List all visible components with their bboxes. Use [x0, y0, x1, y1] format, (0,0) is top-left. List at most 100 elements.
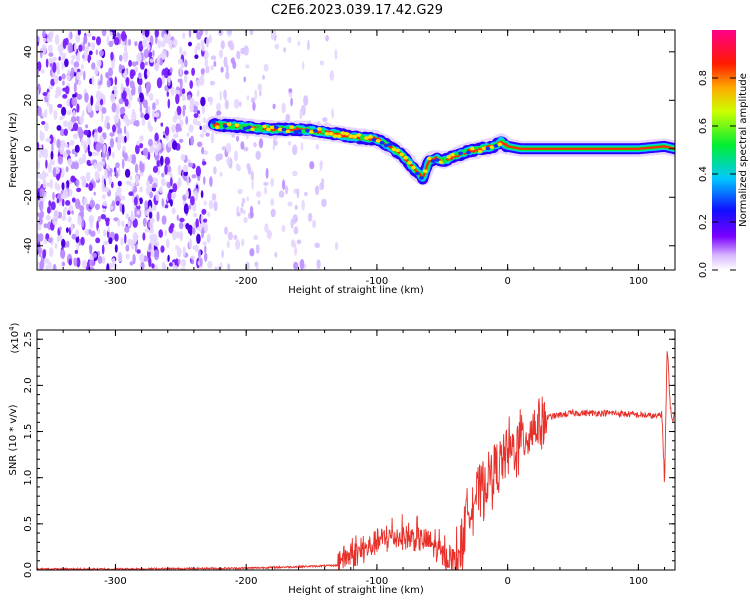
ridge-speckle: [218, 124, 224, 128]
noise-blob: [170, 86, 175, 96]
noise-blob: [167, 98, 171, 109]
ridge-speckle: [383, 143, 389, 148]
noise-blob: [178, 221, 184, 230]
ridge-speckle: [262, 124, 267, 129]
noise-blob: [136, 140, 140, 146]
noise-blob: [255, 266, 259, 270]
noise-blob: [154, 241, 160, 247]
noise-blob: [164, 204, 169, 209]
noise-blob: [37, 61, 42, 72]
noise-blob: [167, 254, 170, 262]
noise-blob: [257, 200, 261, 205]
noise-blob: [151, 263, 155, 269]
noise-blob: [272, 145, 276, 151]
noise-blob: [235, 239, 241, 251]
noise-blob: [58, 76, 62, 81]
noise-blob: [218, 49, 223, 59]
figure-title: C2E6.2023.039.17.42.G29: [271, 3, 443, 18]
noise-blob: [128, 59, 133, 67]
noise-blob: [204, 245, 207, 254]
noise-blob: [87, 54, 91, 64]
noise-blob: [111, 102, 117, 113]
noise-blob: [246, 95, 250, 101]
noise-blob: [108, 175, 112, 186]
noise-blob: [50, 160, 56, 166]
noise-blob: [301, 199, 306, 211]
noise-blob: [245, 64, 250, 69]
noise-blob: [124, 135, 127, 143]
noise-blob: [186, 174, 190, 186]
noise-blob: [180, 154, 186, 161]
noise-blob: [78, 79, 82, 86]
noise-blob: [241, 209, 246, 215]
noise-blob: [201, 146, 205, 155]
noise-blob: [134, 41, 138, 47]
noise-blob: [52, 166, 57, 178]
noise-blob: [220, 66, 224, 73]
noise-blob: [128, 93, 133, 102]
noise-blob: [51, 142, 54, 153]
noise-blob: [103, 229, 107, 237]
noise-blob: [186, 94, 192, 101]
noise-blob: [169, 67, 173, 73]
noise-blob: [132, 253, 136, 265]
noise-blob: [202, 117, 207, 124]
noise-blob: [176, 231, 180, 239]
noise-blob: [62, 151, 68, 158]
noise-blob: [166, 91, 170, 97]
noise-blob: [103, 240, 109, 246]
noise-blob: [43, 238, 48, 245]
noise-blob: [38, 233, 44, 242]
ridge-speckle: [254, 127, 259, 131]
noise-blob: [63, 207, 67, 219]
noise-blob: [117, 133, 123, 144]
noise-blob: [117, 218, 121, 227]
snr-ylabel: SNR (10 * v/v): [8, 404, 19, 475]
noise-blob: [64, 58, 69, 68]
noise-blob: [140, 261, 145, 270]
ridge-speckle: [434, 158, 440, 162]
noise-blob: [47, 206, 51, 214]
noise-blob: [45, 58, 49, 68]
noise-blob: [130, 69, 136, 77]
noise-blob: [129, 153, 132, 163]
ridge-speckle: [269, 125, 275, 130]
noise-blob: [294, 204, 298, 210]
noise-blob: [108, 67, 113, 77]
ridge-speckle: [466, 150, 471, 155]
noise-blob: [174, 110, 178, 116]
snr-series-line: [37, 351, 675, 570]
noise-blob: [93, 162, 97, 170]
noise-blob: [86, 159, 91, 166]
snr-xtick-label: -100: [366, 576, 389, 587]
noise-blob: [67, 216, 72, 223]
noise-blob: [73, 257, 78, 267]
ridge-speckle: [336, 134, 342, 138]
noise-blob: [70, 59, 74, 65]
noise-blob: [79, 70, 84, 76]
noise-blob: [177, 164, 182, 176]
noise-blob: [196, 31, 202, 40]
noise-blob: [151, 205, 157, 211]
noise-blob: [166, 181, 172, 189]
noise-blob: [134, 207, 138, 218]
ridge-speckle: [493, 144, 499, 148]
noise-blob: [128, 38, 131, 47]
noise-blob: [152, 49, 155, 58]
noise-blob: [48, 103, 54, 115]
noise-blob: [48, 200, 52, 207]
noise-blob: [97, 126, 103, 133]
noise-blob: [152, 109, 155, 120]
noise-blob: [290, 218, 294, 229]
noise-blob: [76, 115, 80, 122]
noise-blob: [116, 200, 120, 206]
noise-blob: [183, 170, 188, 177]
noise-blob: [321, 198, 327, 208]
noise-blob: [135, 144, 140, 155]
noise-blob: [138, 197, 143, 205]
noise-blob: [53, 75, 59, 84]
noise-blob: [146, 85, 149, 95]
noise-blob: [37, 83, 41, 92]
noise-blob: [227, 231, 233, 241]
snr-plot-area: [37, 351, 675, 570]
